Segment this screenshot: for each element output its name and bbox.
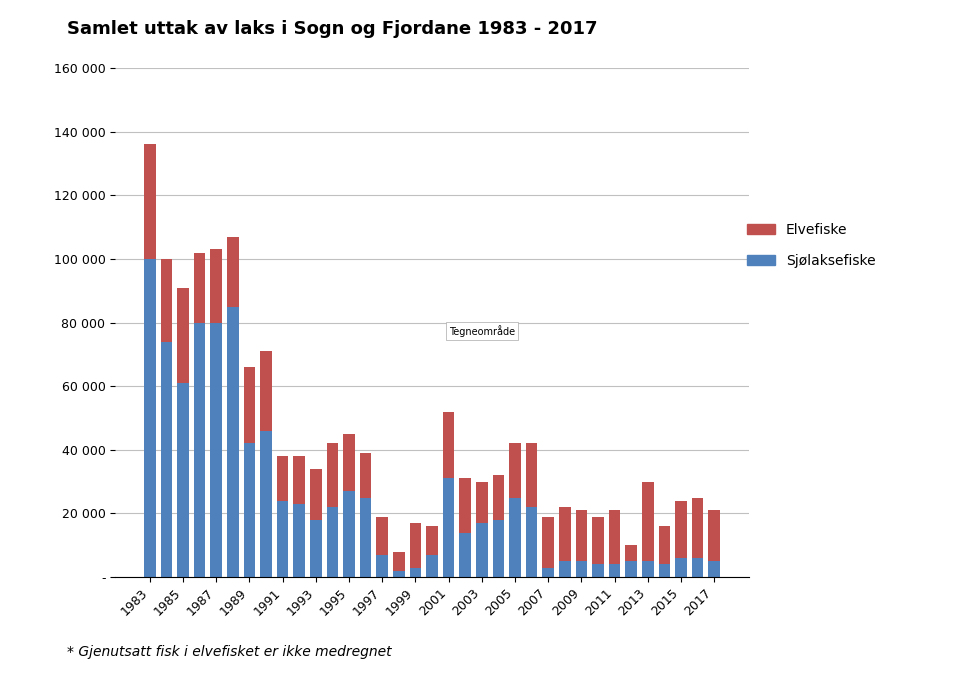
Bar [592, 564, 604, 577]
Text: Tegneområde: Tegneområde [448, 325, 515, 337]
Bar [326, 443, 338, 507]
Bar [178, 383, 189, 577]
Bar [376, 555, 388, 577]
Bar [227, 307, 239, 577]
Bar [310, 520, 322, 577]
Bar [426, 526, 438, 555]
Bar [642, 481, 654, 562]
Bar [393, 551, 404, 571]
Bar [559, 507, 570, 562]
Bar [160, 342, 172, 577]
Bar [410, 523, 421, 568]
Bar [294, 456, 305, 504]
Bar [260, 430, 272, 577]
Bar [210, 249, 222, 323]
Text: Samlet uttak av laks i Sogn og Fjordane 1983 - 2017: Samlet uttak av laks i Sogn og Fjordane … [67, 20, 598, 39]
Bar [708, 511, 720, 562]
Bar [443, 479, 454, 577]
Bar [244, 367, 255, 443]
Bar [360, 453, 372, 498]
Bar [659, 564, 670, 577]
Bar [227, 236, 239, 307]
Bar [559, 562, 570, 577]
Bar [276, 456, 288, 501]
Legend: Elvefiske, Sjølaksefiske: Elvefiske, Sjølaksefiske [742, 217, 881, 273]
Bar [260, 351, 272, 430]
Bar [360, 498, 372, 577]
Bar [509, 498, 521, 577]
Bar [675, 558, 686, 577]
Bar [659, 526, 670, 564]
Bar [460, 532, 471, 577]
Bar [244, 443, 255, 577]
Bar [410, 568, 421, 577]
Bar [692, 498, 704, 558]
Bar [178, 287, 189, 383]
Bar [542, 517, 554, 568]
Bar [144, 259, 156, 577]
Bar [526, 507, 538, 577]
Bar [426, 555, 438, 577]
Bar [625, 545, 637, 562]
Bar [609, 564, 620, 577]
Bar [460, 479, 471, 532]
Bar [210, 323, 222, 577]
Bar [642, 562, 654, 577]
Bar [675, 501, 686, 558]
Bar [576, 562, 588, 577]
Bar [492, 475, 504, 520]
Bar [276, 501, 288, 577]
Text: * Gjenutsatt fisk i elvefisket er ikke medregnet: * Gjenutsatt fisk i elvefisket er ikke m… [67, 644, 392, 659]
Text: Diagramområde: Diagramområde [0, 678, 1, 679]
Bar [625, 562, 637, 577]
Bar [476, 523, 488, 577]
Bar [492, 520, 504, 577]
Bar [294, 504, 305, 577]
Bar [708, 562, 720, 577]
Bar [509, 443, 521, 498]
Bar [592, 517, 604, 564]
Bar [194, 253, 205, 323]
Bar [376, 517, 388, 555]
Bar [343, 491, 355, 577]
Bar [476, 481, 488, 523]
Bar [576, 511, 588, 562]
Bar [160, 259, 172, 342]
Bar [443, 411, 454, 479]
Bar [542, 568, 554, 577]
Bar [393, 571, 404, 577]
Bar [692, 558, 704, 577]
Bar [194, 323, 205, 577]
Bar [343, 434, 355, 491]
Bar [609, 511, 620, 564]
Bar [310, 469, 322, 520]
Bar [144, 144, 156, 259]
Bar [326, 507, 338, 577]
Bar [526, 443, 538, 507]
